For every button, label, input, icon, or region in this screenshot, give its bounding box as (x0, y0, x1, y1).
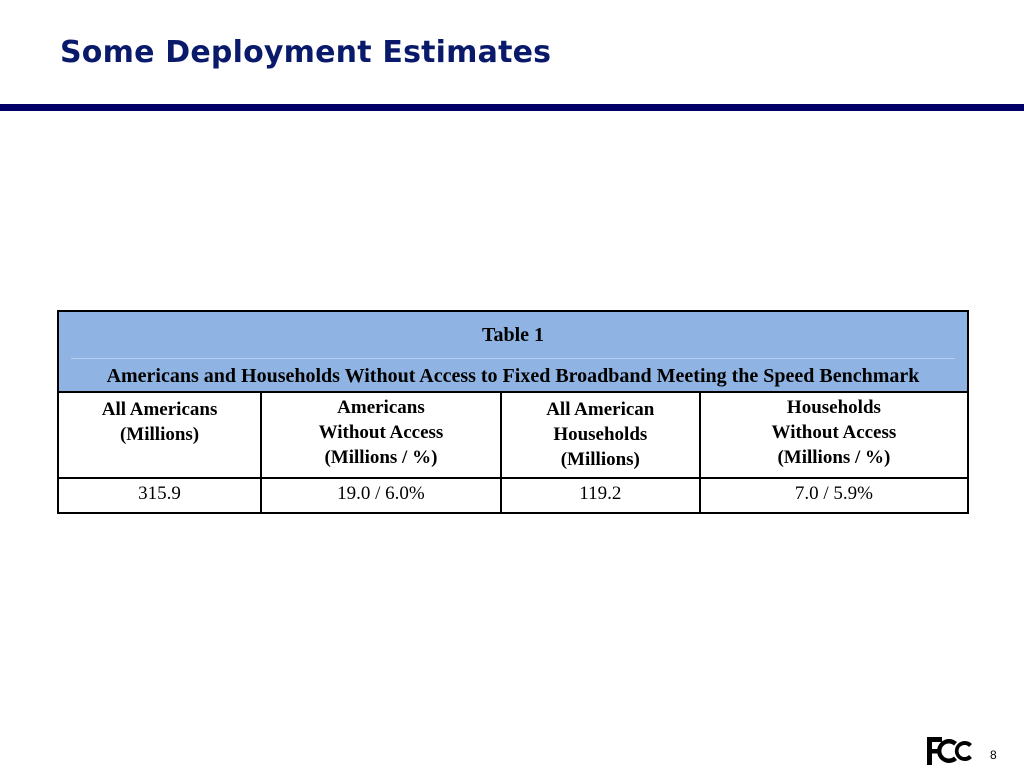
header-line: (Millions) (119, 424, 200, 445)
broadband-access-table: Table 1 Americans and Households Without… (56, 310, 970, 514)
table-cell-all-americans: 315.9 (56, 477, 263, 514)
column-header-all-americans: All Americans (Millions) (56, 391, 263, 479)
table-caption: Table 1 Americans and Households Without… (57, 310, 969, 393)
header-line: Without Access (318, 422, 444, 443)
fcc-logo-icon (927, 737, 972, 765)
header-line: (Millions) (560, 449, 640, 470)
table-caption-row: Table 1 Americans and Households Without… (57, 310, 969, 393)
header-line: Americans (337, 397, 425, 418)
column-header-all-american-households: All American Households (Millions) (499, 391, 701, 479)
title-divider (0, 104, 1024, 111)
column-header-americans-without-access: Americans Without Access (Millions / %) (260, 391, 502, 479)
slide-title: Some Deployment Estimates (60, 35, 552, 70)
header-line: All Americans (101, 399, 218, 420)
header-line: Households (786, 397, 881, 418)
header-line: (Millions / %) (324, 447, 438, 468)
column-header-households-without-access: Households Without Access (Millions / %) (698, 391, 970, 479)
header-line: Without Access (771, 422, 897, 443)
header-line: All American (546, 399, 655, 420)
table-container: Table 1 Americans and Households Without… (56, 310, 970, 514)
header-line: Households (553, 424, 648, 445)
table-cell-all-american-households: 119.2 (499, 477, 701, 514)
table-cell-americans-without-access: 19.0 / 6.0% (260, 477, 502, 514)
table-title: Table 1 (71, 312, 955, 359)
table-header-row: All Americans (Millions) Americans Witho… (56, 391, 970, 479)
page-number: 8 (990, 748, 997, 762)
table-subtitle: Americans and Households Without Access … (106, 365, 920, 387)
table-cell-households-without-access: 7.0 / 5.9% (698, 477, 970, 514)
header-line: (Millions / %) (777, 447, 891, 468)
table-row: 315.9 19.0 / 6.0% 119.2 7.0 / 5.9% (56, 477, 970, 514)
